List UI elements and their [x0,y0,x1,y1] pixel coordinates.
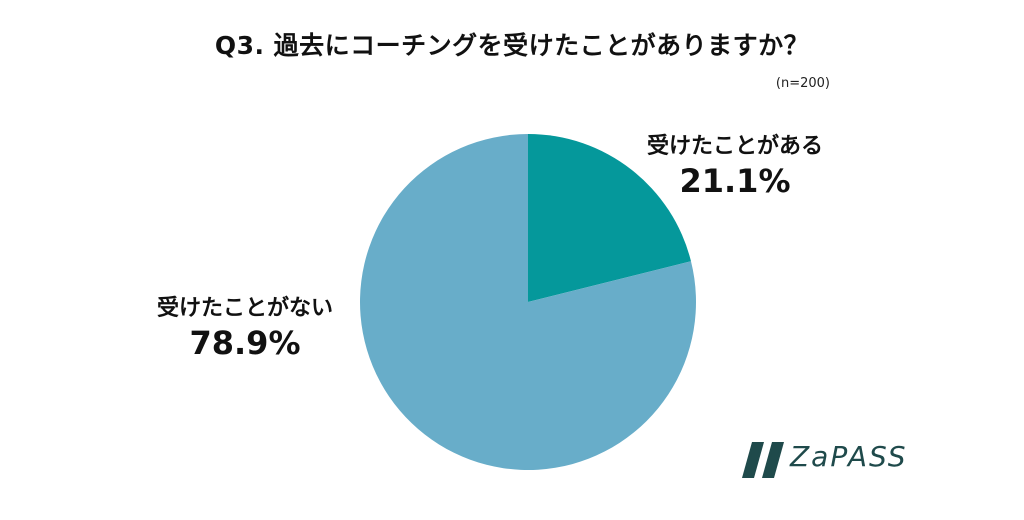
slice-name-no: 受けたことがない [156,296,333,321]
pie-slice-yes [528,134,691,302]
sample-size: (n=200) [775,76,830,91]
slice-value-yes: 21.1% [679,162,791,200]
brand-name: ZaPASS [790,440,908,473]
slice-value-no: 78.9% [189,324,301,362]
chart-title: Q3. 過去にコーチングを受けたことがありますか？ [214,31,810,60]
pie-slice-no [360,134,696,471]
brand-logo: ZaPASS [740,436,940,480]
slice-name-yes: 受けたことがある [646,134,823,159]
zapass-logo-icon [742,442,784,478]
slice-label-no: 受けたことがない 78.9% [130,290,360,362]
slice-label-yes: 受けたことがある 21.1% [620,128,850,200]
